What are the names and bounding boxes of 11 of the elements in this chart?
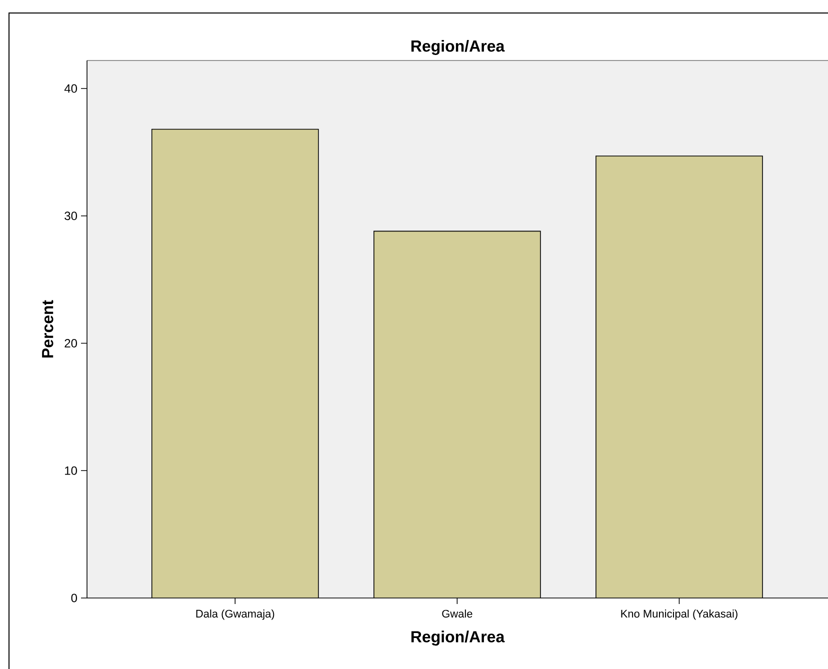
chart-title: Region/Area xyxy=(411,40,505,55)
x-tick-label: Dala (Gwamaja) xyxy=(196,610,274,620)
x-tick-label: Gwale xyxy=(442,610,472,618)
x-axis-title: Region/Area xyxy=(411,630,505,646)
x-tick-label: Kno Municipal (Yakasai) xyxy=(621,610,738,620)
y-tick-label: 0 xyxy=(71,594,78,602)
y-tick-label: 40 xyxy=(64,84,78,93)
y-tick-label: 20 xyxy=(64,339,78,348)
y-axis-title: Percent xyxy=(42,300,54,358)
y-tick-label: 30 xyxy=(64,212,78,220)
y-tick-label: 10 xyxy=(65,466,78,475)
